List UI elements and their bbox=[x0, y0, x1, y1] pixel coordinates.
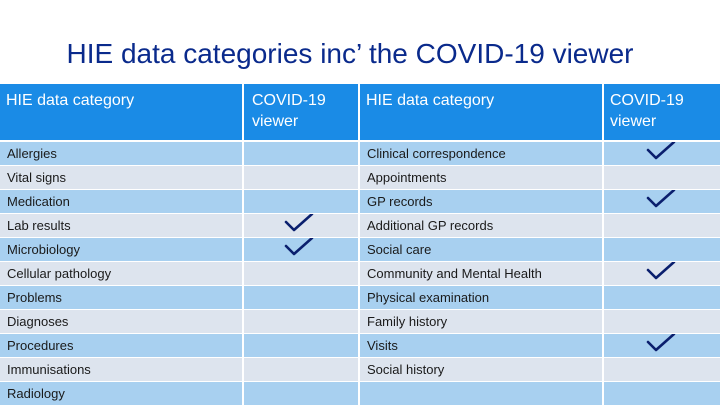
table-row: Cellular pathology Community and Mental H… bbox=[0, 262, 720, 286]
table-row: Microbiology Social care bbox=[0, 238, 720, 262]
category-left: Radiology bbox=[0, 382, 242, 405]
table-row: Diagnoses Family history bbox=[0, 310, 720, 334]
covid-viewer-cell-left bbox=[244, 286, 358, 309]
category-right: Family history bbox=[360, 310, 602, 333]
category-right: Physical examination bbox=[360, 286, 602, 309]
category-right: Social history bbox=[360, 358, 602, 381]
covid-viewer-cell-left bbox=[244, 238, 358, 261]
covid-viewer-cell-right bbox=[604, 214, 720, 237]
category-right: Clinical correspondence bbox=[360, 142, 602, 165]
category-right: Appointments bbox=[360, 166, 602, 189]
category-left: Immunisations bbox=[0, 358, 242, 381]
covid-viewer-cell-right bbox=[604, 166, 720, 189]
category-right: GP records bbox=[360, 190, 602, 213]
covid-viewer-cell-left bbox=[244, 358, 358, 381]
covid-viewer-cell-right bbox=[604, 382, 720, 405]
covid-viewer-cell-left bbox=[244, 310, 358, 333]
category-right bbox=[360, 382, 602, 405]
checkmark-icon bbox=[284, 238, 314, 257]
table-row: Lab results Additional GP records bbox=[0, 214, 720, 238]
table-row: Medication GP records bbox=[0, 190, 720, 214]
category-left: Diagnoses bbox=[0, 310, 242, 333]
category-left: Cellular pathology bbox=[0, 262, 242, 285]
category-left: Procedures bbox=[0, 334, 242, 357]
covid-viewer-cell-left bbox=[244, 190, 358, 213]
covid-viewer-cell-right bbox=[604, 190, 720, 213]
table-row: Radiology bbox=[0, 382, 720, 406]
header-covid-viewer-left: COVID-19 viewer bbox=[244, 84, 358, 140]
covid-viewer-cell-left bbox=[244, 214, 358, 237]
table-row: Procedures Visits bbox=[0, 334, 720, 358]
page-title: HIE data categories inc’ the COVID-19 vi… bbox=[66, 38, 634, 69]
checkmark-icon bbox=[646, 262, 676, 281]
covid-viewer-cell-left bbox=[244, 262, 358, 285]
header-hie-category-left: HIE data category bbox=[0, 84, 242, 140]
category-left: Lab results bbox=[0, 214, 242, 237]
table-row: Immunisations Social history bbox=[0, 358, 720, 382]
category-left: Medication bbox=[0, 190, 242, 213]
category-right: Social care bbox=[360, 238, 602, 261]
category-right: Additional GP records bbox=[360, 214, 602, 237]
covid-viewer-cell-left bbox=[244, 142, 358, 165]
covid-viewer-cell-right bbox=[604, 262, 720, 285]
covid-viewer-cell-left bbox=[244, 166, 358, 189]
covid-viewer-cell-right bbox=[604, 238, 720, 261]
category-left: Allergies bbox=[0, 142, 242, 165]
table-row: Vital signs Appointments bbox=[0, 166, 720, 190]
category-left: Microbiology bbox=[0, 238, 242, 261]
checkmark-icon bbox=[646, 142, 676, 161]
table-row: Allergies Clinical correspondence bbox=[0, 142, 720, 166]
checkmark-icon bbox=[646, 190, 676, 209]
covid-viewer-cell-right bbox=[604, 142, 720, 165]
covid-viewer-cell-right bbox=[604, 334, 720, 357]
header-hie-category-right: HIE data category bbox=[360, 84, 602, 140]
covid-viewer-cell-left bbox=[244, 334, 358, 357]
checkmark-icon bbox=[646, 334, 676, 353]
covid-viewer-cell-right bbox=[604, 310, 720, 333]
covid-viewer-cell-left bbox=[244, 382, 358, 405]
covid-viewer-cell-right bbox=[604, 286, 720, 309]
table-row: Problems Physical examination bbox=[0, 286, 720, 310]
covid-viewer-cell-right bbox=[604, 358, 720, 381]
category-right: Community and Mental Health bbox=[360, 262, 602, 285]
category-right: Visits bbox=[360, 334, 602, 357]
category-left: Vital signs bbox=[0, 166, 242, 189]
category-left: Problems bbox=[0, 286, 242, 309]
checkmark-icon bbox=[284, 214, 314, 233]
header-covid-viewer-right: COVID-19 viewer bbox=[604, 84, 720, 140]
